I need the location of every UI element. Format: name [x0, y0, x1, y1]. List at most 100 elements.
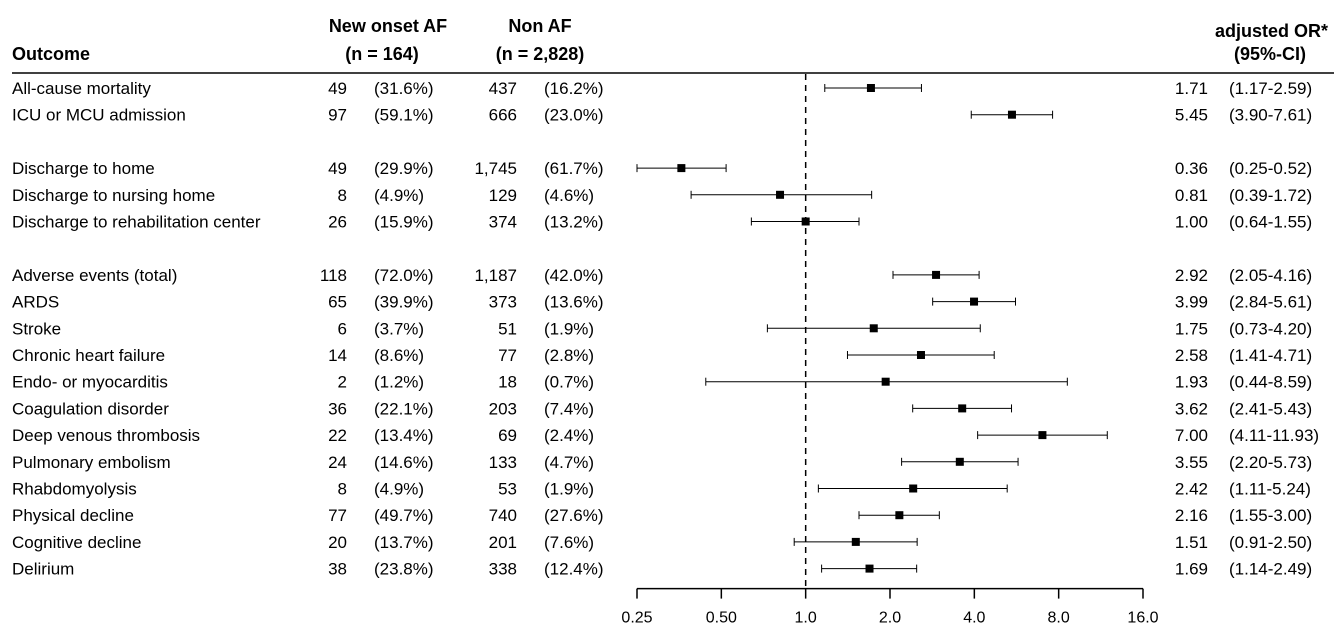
or-point	[970, 297, 979, 306]
non-af-percent: (2.8%)	[544, 346, 594, 365]
af-percent: (39.9%)	[374, 293, 434, 312]
x-tick-label: 0.50	[706, 610, 737, 623]
non-af-percent: (1.9%)	[544, 480, 594, 499]
af-percent: (29.9%)	[374, 159, 434, 178]
header-group1-n: (n = 164)	[345, 44, 419, 64]
or-ci: (2.20-5.73)	[1229, 453, 1312, 472]
or-point	[895, 511, 904, 520]
or-value: 2.16	[1175, 506, 1208, 525]
or-ci: (1.11-5.24)	[1229, 480, 1311, 499]
af-percent: (14.6%)	[374, 453, 434, 472]
table-row: Rhabdomyolysis 8 (4.9%) 53 (1.9%) 2.42 (1.11-5…	[12, 480, 1311, 499]
outcome-label: Discharge to home	[12, 159, 155, 178]
af-count: 8	[338, 186, 347, 205]
header-group2-n: (n = 2,828)	[496, 44, 585, 64]
af-count: 65	[328, 293, 347, 312]
af-percent: (59.1%)	[374, 106, 434, 125]
or-point	[801, 217, 810, 226]
forest-rows: All-cause mortality 49 (31.6%) 437 (16.2%) 1.…	[12, 79, 1319, 579]
af-count: 49	[328, 79, 347, 98]
non-af-count: 1,187	[474, 266, 517, 285]
or-point	[866, 84, 875, 92]
table-row: Stroke 6 (3.7%) 51 (1.9%) 1.75 (0.73-4.20)	[12, 319, 1312, 338]
or-value: 1.75	[1175, 319, 1208, 338]
or-value: 1.93	[1175, 373, 1208, 392]
header-outcome: Outcome	[12, 44, 90, 64]
af-percent: (3.7%)	[374, 319, 424, 338]
table-row: Delirium 38 (23.8%) 338 (12.4%) 1.69 (1.14-2.4…	[12, 560, 1312, 579]
or-point	[1038, 431, 1047, 440]
non-af-percent: (4.6%)	[544, 186, 594, 205]
or-point	[881, 377, 890, 386]
af-percent: (4.9%)	[374, 186, 424, 205]
outcome-label: Adverse events (total)	[12, 266, 177, 285]
or-ci: (0.39-1.72)	[1229, 186, 1312, 205]
x-axis: 0.25 0.50 1.0 2.0 4.0 8.0 16.0	[621, 587, 1159, 623]
table-row: Discharge to nursing home 8 (4.9%) 129 (4.6%…	[12, 186, 1312, 205]
or-point	[932, 270, 941, 279]
or-ci: (2.41-5.43)	[1229, 399, 1312, 418]
outcome-label: Pulmonary embolism	[12, 453, 171, 472]
or-value: 2.92	[1175, 266, 1208, 285]
outcome-label: All-cause mortality	[12, 79, 151, 98]
non-af-count: 18	[498, 373, 517, 392]
table-row: Pulmonary embolism 24 (14.6%) 133 (4.7%) 3.55…	[12, 453, 1312, 472]
table-row: ICU or MCU admission 97 (59.1%) 666 (23.0%) 5…	[12, 106, 1312, 125]
af-percent: (23.8%)	[374, 560, 434, 579]
non-af-percent: (16.2%)	[544, 79, 604, 98]
af-count: 97	[328, 106, 347, 125]
af-count: 24	[328, 453, 347, 472]
non-af-count: 201	[489, 533, 517, 552]
header-or-ci: (95%-CI)	[1234, 44, 1306, 64]
x-tick-label: 1.0	[795, 610, 817, 623]
table-row: Adverse events (total) 118 (72.0%) 1,187 (42…	[12, 266, 1312, 285]
or-ci: (2.05-4.16)	[1229, 266, 1312, 285]
af-count: 49	[328, 159, 347, 178]
outcome-label: Cognitive decline	[12, 533, 141, 552]
table-row: ARDS 65 (39.9%) 373 (13.6%) 3.99 (2.84-5.61)	[12, 293, 1312, 312]
or-point	[955, 457, 964, 466]
af-count: 36	[328, 399, 347, 418]
or-point	[909, 484, 918, 493]
or-point	[1007, 110, 1016, 119]
or-ci: (1.14-2.49)	[1229, 560, 1312, 579]
or-point	[869, 324, 878, 333]
af-count: 20	[328, 533, 347, 552]
non-af-count: 338	[489, 560, 517, 579]
header-or-name: adjusted OR*	[1215, 21, 1328, 41]
af-percent: (8.6%)	[374, 346, 424, 365]
non-af-percent: (13.2%)	[544, 213, 604, 232]
non-af-count: 1,745	[474, 159, 517, 178]
non-af-percent: (7.4%)	[544, 399, 594, 418]
non-af-count: 373	[489, 293, 517, 312]
or-value: 3.55	[1175, 453, 1208, 472]
outcome-label: Delirium	[12, 560, 74, 579]
non-af-percent: (1.9%)	[544, 319, 594, 338]
table-row: Deep venous thrombosis 22 (13.4%) 69 (2.4%) 7…	[12, 426, 1319, 445]
af-percent: (22.1%)	[374, 399, 434, 418]
non-af-percent: (42.0%)	[544, 266, 604, 285]
non-af-count: 133	[489, 453, 517, 472]
table-row: All-cause mortality 49 (31.6%) 437 (16.2%) 1.…	[12, 79, 1312, 98]
table-row: Physical decline 77 (49.7%) 740 (27.6%) 2.16 (…	[12, 506, 1312, 525]
or-point	[916, 351, 925, 359]
x-tick-label: 8.0	[1048, 610, 1070, 623]
outcome-label: Deep venous thrombosis	[12, 426, 200, 445]
outcome-label: Coagulation disorder	[12, 399, 169, 418]
af-count: 14	[328, 346, 347, 365]
non-af-count: 53	[498, 480, 517, 499]
header-group2-name: Non AF	[508, 16, 571, 36]
non-af-count: 77	[498, 346, 517, 365]
non-af-count: 129	[489, 186, 517, 205]
outcome-label: ICU or MCU admission	[12, 106, 186, 125]
table-row: Cognitive decline 20 (13.7%) 201 (7.6%) 1.51 (…	[12, 533, 1312, 552]
or-value: 1.71	[1175, 79, 1208, 98]
or-value: 1.51	[1175, 533, 1208, 552]
table-row: Chronic heart failure 14 (8.6%) 77 (2.8%) 2.5…	[12, 346, 1312, 365]
or-value: 7.00	[1175, 426, 1208, 445]
x-tick-label: 4.0	[963, 610, 985, 623]
or-ci: (4.11-11.93)	[1229, 426, 1319, 445]
non-af-count: 666	[489, 106, 517, 125]
x-tick-label: 2.0	[879, 610, 901, 623]
